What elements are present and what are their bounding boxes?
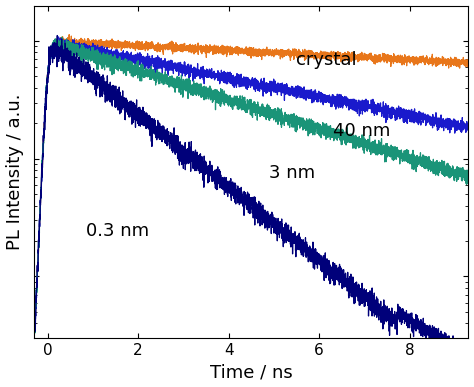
Text: 3 nm: 3 nm	[269, 164, 315, 182]
Text: crystal: crystal	[296, 51, 357, 69]
Text: 0.3 nm: 0.3 nm	[86, 222, 149, 240]
Text: 40 nm: 40 nm	[333, 122, 390, 140]
X-axis label: Time / ns: Time / ns	[210, 363, 292, 382]
Y-axis label: PL Intensity / a.u.: PL Intensity / a.u.	[6, 94, 24, 250]
